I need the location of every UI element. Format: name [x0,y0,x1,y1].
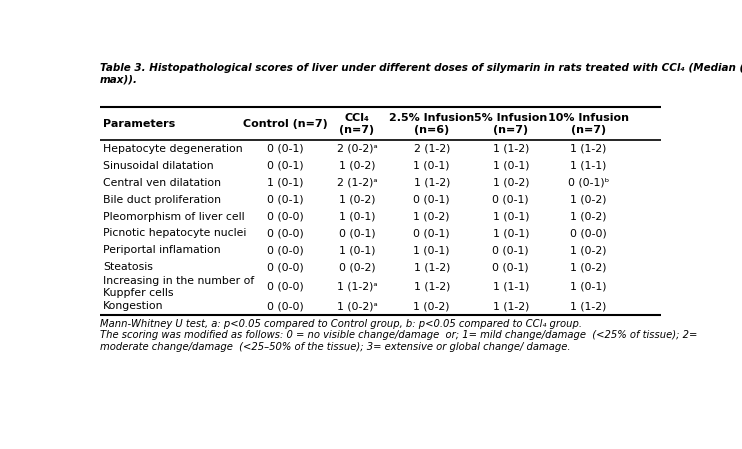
Text: 0 (0-0): 0 (0-0) [266,246,303,255]
Text: 1 (1-1): 1 (1-1) [493,282,529,292]
Text: 1 (0-2): 1 (0-2) [570,262,607,273]
Text: Picnotic hepatocyte nuclei: Picnotic hepatocyte nuclei [103,229,246,238]
Text: 1 (1-2): 1 (1-2) [571,144,607,154]
Text: 0 (0-1): 0 (0-1) [338,229,375,238]
Text: 1 (0-2): 1 (0-2) [493,178,529,188]
Text: 5% Infusion
(n=7): 5% Infusion (n=7) [474,113,548,135]
Text: CCl₄
(n=7): CCl₄ (n=7) [339,113,375,135]
Text: 1 (0-1): 1 (0-1) [339,246,375,255]
Text: 0 (0-2): 0 (0-2) [338,262,375,273]
Text: 0 (0-1): 0 (0-1) [493,262,529,273]
Text: 1 (1-2): 1 (1-2) [413,262,450,273]
Text: 2.5% Infusion
(n=6): 2.5% Infusion (n=6) [389,113,474,135]
Text: 2 (1-2)ᵃ: 2 (1-2)ᵃ [337,178,377,188]
Text: 1 (0-2): 1 (0-2) [413,301,450,311]
Text: 0 (0-0): 0 (0-0) [266,282,303,292]
Text: 1 (1-2): 1 (1-2) [493,301,529,311]
Text: 1 (1-2): 1 (1-2) [493,144,529,154]
Text: 1 (0-2): 1 (0-2) [339,161,375,171]
Text: 2 (0-2)ᵃ: 2 (0-2)ᵃ [337,144,378,154]
Text: 2 (1-2): 2 (1-2) [413,144,450,154]
Text: 1 (0-1): 1 (0-1) [493,161,529,171]
Text: 1 (0-2): 1 (0-2) [339,194,375,205]
Text: 0 (0-0): 0 (0-0) [266,211,303,221]
Text: 1 (0-2): 1 (0-2) [413,211,450,221]
Text: 0 (0-1): 0 (0-1) [413,229,450,238]
Text: 1 (0-1): 1 (0-1) [267,178,303,188]
Text: Sinusoidal dilatation: Sinusoidal dilatation [103,161,214,171]
Text: 1 (1-2)ᵃ: 1 (1-2)ᵃ [337,282,377,292]
Text: Mann-Whitney U test, a: p<0.05 compared to Control group, b: p<0.05 compared to : Mann-Whitney U test, a: p<0.05 compared … [99,319,697,352]
Text: 1 (0-2): 1 (0-2) [570,246,607,255]
Text: Periportal inflamation: Periportal inflamation [103,246,220,255]
Text: 1 (1-2): 1 (1-2) [571,301,607,311]
Text: 0 (0-1): 0 (0-1) [493,194,529,205]
Text: 1 (0-2): 1 (0-2) [570,194,607,205]
Text: 0 (0-1): 0 (0-1) [267,144,303,154]
Text: 1 (0-2): 1 (0-2) [570,211,607,221]
Text: Bile duct proliferation: Bile duct proliferation [103,194,221,205]
Text: Control (n=7): Control (n=7) [243,119,327,129]
Text: 0 (0-1): 0 (0-1) [493,246,529,255]
Text: Hepatocyte degeneration: Hepatocyte degeneration [103,144,243,154]
Text: 0 (0-0): 0 (0-0) [266,262,303,273]
Text: Steatosis: Steatosis [103,262,153,273]
Text: Increasing in the number of
Kuppfer cells: Increasing in the number of Kuppfer cell… [103,276,255,298]
Text: 10% Infusion
(n=7): 10% Infusion (n=7) [548,113,629,135]
Text: Pleomorphism of liver cell: Pleomorphism of liver cell [103,211,245,221]
Text: 0 (0-1)ᵇ: 0 (0-1)ᵇ [568,178,609,188]
Text: 0 (0-1): 0 (0-1) [413,194,450,205]
Text: 1 (1-2): 1 (1-2) [413,282,450,292]
Text: 0 (0-0): 0 (0-0) [266,301,303,311]
Text: 0 (0-1): 0 (0-1) [267,194,303,205]
Text: Kongestion: Kongestion [103,301,163,311]
Text: 1 (0-1): 1 (0-1) [339,211,375,221]
Text: Parameters: Parameters [103,119,175,129]
Text: Central ven dilatation: Central ven dilatation [103,178,221,188]
Text: 1 (0-1): 1 (0-1) [570,282,607,292]
Text: 0 (0-0): 0 (0-0) [570,229,607,238]
Text: 0 (0-1): 0 (0-1) [267,161,303,171]
Text: 1 (0-1): 1 (0-1) [413,246,450,255]
Text: Table 3. Histopathological scores of liver under different doses of silymarin in: Table 3. Histopathological scores of liv… [99,62,742,84]
Text: 1 (0-1): 1 (0-1) [493,211,529,221]
Text: 1 (1-2): 1 (1-2) [413,178,450,188]
Text: 1 (0-1): 1 (0-1) [493,229,529,238]
Text: 0 (0-0): 0 (0-0) [266,229,303,238]
Text: 1 (0-2)ᵃ: 1 (0-2)ᵃ [337,301,378,311]
Text: 1 (0-1): 1 (0-1) [413,161,450,171]
Text: 1 (1-1): 1 (1-1) [571,161,607,171]
